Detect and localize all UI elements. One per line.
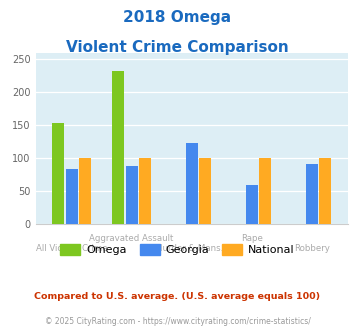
Bar	[113, 71, 124, 224]
Text: Compared to U.S. average. (U.S. average equals 100): Compared to U.S. average. (U.S. average …	[34, 292, 321, 301]
Text: Violent Crime Comparison: Violent Crime Comparison	[66, 40, 289, 54]
Bar	[319, 158, 331, 224]
Bar	[52, 123, 64, 224]
Text: Murder & Mans...: Murder & Mans...	[155, 244, 229, 253]
Bar	[186, 143, 198, 224]
Bar	[79, 158, 91, 224]
Text: Robbery: Robbery	[294, 244, 330, 253]
Legend: Omega, Georgia, National: Omega, Georgia, National	[56, 240, 299, 260]
Bar	[126, 166, 138, 224]
Bar	[66, 169, 77, 224]
Bar	[259, 158, 271, 224]
Bar	[199, 158, 211, 224]
Bar	[139, 158, 151, 224]
Text: Rape: Rape	[241, 234, 263, 243]
Bar	[246, 185, 258, 224]
Text: 2018 Omega: 2018 Omega	[124, 10, 231, 25]
Text: Aggravated Assault: Aggravated Assault	[89, 234, 174, 243]
Text: © 2025 CityRating.com - https://www.cityrating.com/crime-statistics/: © 2025 CityRating.com - https://www.city…	[45, 317, 310, 326]
Bar	[306, 164, 318, 224]
Text: All Violent Crime: All Violent Crime	[36, 244, 107, 253]
